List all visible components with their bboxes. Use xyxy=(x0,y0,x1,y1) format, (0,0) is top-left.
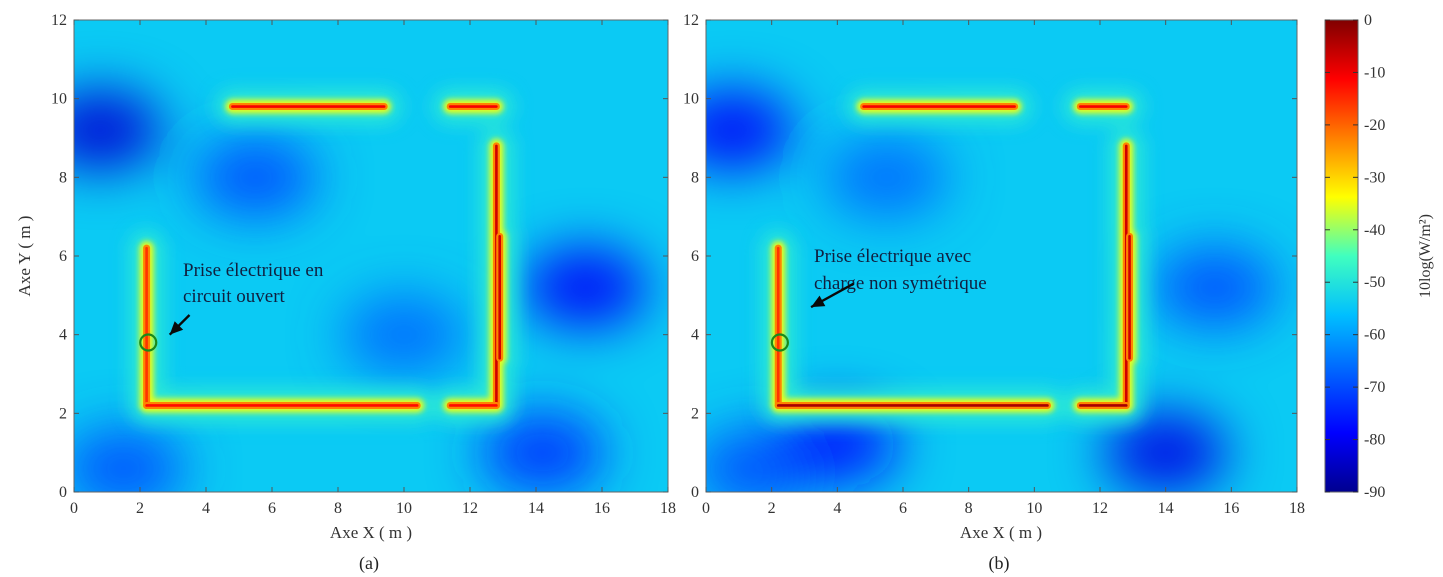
x-tick-label: 4 xyxy=(833,500,841,517)
y-tick-label: 2 xyxy=(691,405,699,422)
y-tick-label: 0 xyxy=(691,484,699,501)
low-field-region xyxy=(706,90,795,171)
low-field-region xyxy=(523,247,648,328)
panel-a-ylabel: Axe Y ( m ) xyxy=(15,216,34,297)
colorbar-tick-label: 0 xyxy=(1364,12,1372,29)
cable-cores xyxy=(774,103,1134,409)
x-tick-label: 16 xyxy=(1223,500,1239,517)
panel-a-annotation-line-1: Prise électrique en xyxy=(183,260,324,281)
low-field-region xyxy=(775,404,900,485)
panel-a-ticks: 0 2 4 6 8 10 12 14 16 18 0 2 4 6 8 10 12 xyxy=(51,12,676,517)
x-tick-label: 8 xyxy=(334,500,342,517)
panel-b-ticks: 0 2 4 6 8 10 12 14 16 18 0 2 4 6 8 10 12 xyxy=(683,12,1305,517)
cable-cores xyxy=(143,103,504,409)
low-field-region xyxy=(1152,247,1277,328)
x-tick-label: 18 xyxy=(660,500,676,517)
y-tick-label: 6 xyxy=(59,248,67,265)
colorbar-ticks: 0 -10 -20 -30 -40 -50 -60 -70 -80 -90 xyxy=(1325,12,1385,501)
x-tick-label: 12 xyxy=(462,500,478,517)
annotation-arrow-head xyxy=(169,321,184,335)
y-tick-label: 4 xyxy=(59,327,67,344)
y-tick-label: 8 xyxy=(691,169,699,186)
low-field-region xyxy=(74,90,163,171)
x-tick-label: 0 xyxy=(702,500,710,517)
x-tick-label: 2 xyxy=(136,500,144,517)
colorbar-tick-label: -90 xyxy=(1364,484,1385,501)
x-tick-label: 10 xyxy=(1026,500,1042,517)
low-field-regions xyxy=(706,90,1277,492)
y-tick-label: 10 xyxy=(51,91,67,108)
panel-a-socket-marker xyxy=(139,314,191,352)
low-field-region xyxy=(480,412,605,492)
low-field-region xyxy=(824,137,949,218)
colorbar-tick-label: -20 xyxy=(1364,117,1385,134)
panel-b-socket-marker xyxy=(770,282,855,352)
x-tick-label: 12 xyxy=(1092,500,1108,517)
colorbar-tick-label: -40 xyxy=(1364,222,1385,239)
colorbar-label: 10log(W/m²) xyxy=(1417,214,1434,298)
colorbar: 0 -10 -20 -30 -40 -50 -60 -70 -80 -90 10log(W/m²) xyxy=(1324,12,1434,501)
x-tick-label: 14 xyxy=(1158,500,1174,517)
y-tick-label: 0 xyxy=(59,484,67,501)
panel-b-xlabel: Axe X ( m ) xyxy=(960,523,1042,542)
low-field-regions xyxy=(74,90,648,492)
low-field-region xyxy=(342,294,466,375)
y-tick-label: 8 xyxy=(59,169,67,186)
annotation-arrow-head xyxy=(811,295,826,308)
panel-b-annotation-line-2: charge non symétrique xyxy=(814,273,987,294)
x-tick-label: 8 xyxy=(965,500,973,517)
socket-circle xyxy=(770,333,789,352)
x-tick-label: 10 xyxy=(396,500,412,517)
y-tick-label: 12 xyxy=(683,12,699,29)
heatmap-panel-b: 0 2 4 6 8 10 12 14 16 18 0 2 4 6 8 10 12 Axe X ( m ) (b)… xyxy=(683,12,1305,574)
panel-b-letter: (b) xyxy=(989,553,1010,574)
low-field-region xyxy=(74,428,186,492)
heatmap-panel-a: 0 2 4 6 8 10 12 14 16 18 0 2 4 6 8 10 12 Axe X ( m ) Axe… xyxy=(15,12,676,574)
panel-b-annotation-line-1: Prise électrique avec xyxy=(814,246,971,267)
y-tick-label: 6 xyxy=(691,248,699,265)
socket-circle xyxy=(139,333,158,352)
y-tick-label: 2 xyxy=(59,405,67,422)
low-field-region xyxy=(193,137,318,218)
low-field-region xyxy=(1103,412,1228,492)
colorbar-tick-label: -30 xyxy=(1364,169,1385,186)
colorbar-tick-label: -50 xyxy=(1364,274,1385,291)
y-tick-label: 10 xyxy=(683,91,699,108)
x-tick-label: 2 xyxy=(768,500,776,517)
x-tick-label: 14 xyxy=(528,500,544,517)
x-tick-label: 0 xyxy=(70,500,78,517)
colorbar-gradient xyxy=(1324,19,1359,493)
x-tick-label: 18 xyxy=(1289,500,1305,517)
colorbar-tick-label: -70 xyxy=(1364,379,1385,396)
x-tick-label: 4 xyxy=(202,500,210,517)
x-tick-label: 16 xyxy=(594,500,610,517)
x-tick-label: 6 xyxy=(268,500,276,517)
colorbar-tick-label: -10 xyxy=(1364,64,1385,81)
y-tick-label: 12 xyxy=(51,12,67,29)
colorbar-tick-label: -60 xyxy=(1364,327,1385,344)
panel-a-annotation-line-2: circuit ouvert xyxy=(183,286,286,307)
panel-a-xlabel: Axe X ( m ) xyxy=(330,523,412,542)
y-tick-label: 4 xyxy=(691,327,699,344)
colorbar-tick-label: -80 xyxy=(1364,432,1385,449)
x-tick-label: 6 xyxy=(899,500,907,517)
panel-a-letter: (a) xyxy=(359,553,379,574)
